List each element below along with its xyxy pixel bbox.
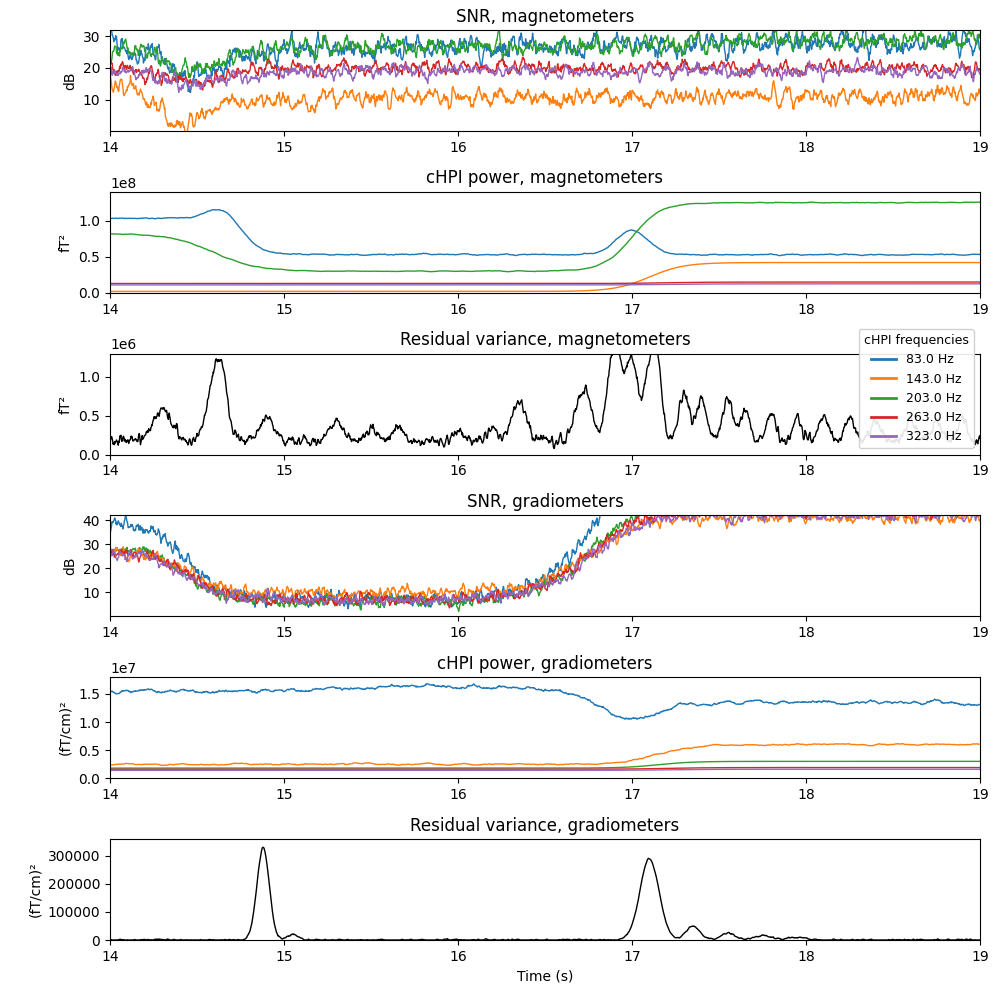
Y-axis label: (fT/cm)²: (fT/cm)² xyxy=(28,862,42,917)
Title: cHPI power, gradiometers: cHPI power, gradiometers xyxy=(437,655,653,673)
X-axis label: Time (s): Time (s) xyxy=(517,969,573,983)
Y-axis label: fT²: fT² xyxy=(59,395,73,414)
Title: Residual variance, magnetometers: Residual variance, magnetometers xyxy=(400,331,690,349)
Title: Residual variance, gradiometers: Residual variance, gradiometers xyxy=(410,817,680,835)
Y-axis label: fT²: fT² xyxy=(59,233,73,252)
Title: SNR, gradiometers: SNR, gradiometers xyxy=(467,493,623,511)
Y-axis label: dB: dB xyxy=(63,557,77,575)
Title: SNR, magnetometers: SNR, magnetometers xyxy=(456,8,634,26)
Title: cHPI power, magnetometers: cHPI power, magnetometers xyxy=(426,169,664,187)
Legend: 83.0 Hz, 143.0 Hz, 203.0 Hz, 263.0 Hz, 323.0 Hz: 83.0 Hz, 143.0 Hz, 203.0 Hz, 263.0 Hz, 3… xyxy=(859,329,974,448)
Y-axis label: dB: dB xyxy=(63,71,77,90)
Y-axis label: (fT/cm)²: (fT/cm)² xyxy=(59,700,73,755)
